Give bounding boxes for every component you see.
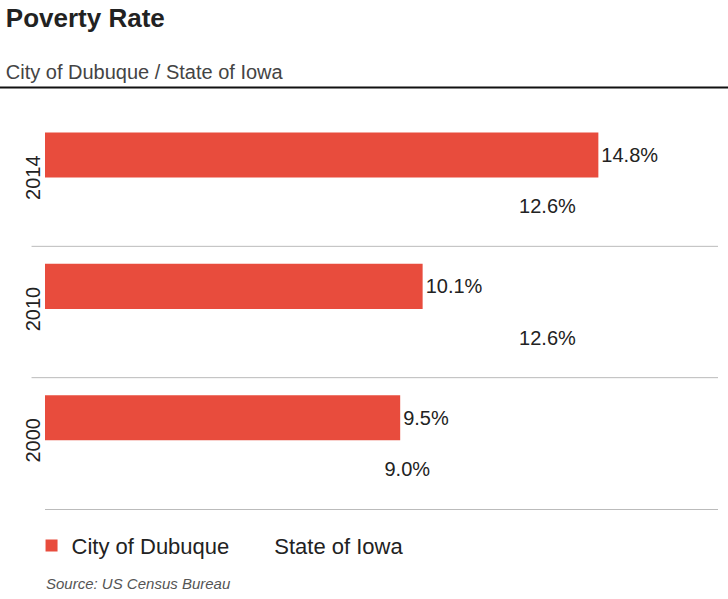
svg-text:10.1%: 10.1% [426,275,483,297]
svg-text:2000: 2000 [22,418,44,463]
svg-text:12.6%: 12.6% [519,327,576,349]
svg-text:Poverty Rate: Poverty Rate [6,3,165,33]
svg-text:9.0%: 9.0% [385,458,431,480]
svg-text:2010: 2010 [22,287,44,332]
svg-text:City of Dubuque: City of Dubuque [72,534,230,559]
svg-text:City of Dubuque / State of Iow: City of Dubuque / State of Iowa [6,61,284,83]
svg-text:2014: 2014 [22,155,44,200]
svg-text:State of Iowa: State of Iowa [274,534,403,559]
svg-text:9.5%: 9.5% [403,407,449,429]
svg-text:14.8%: 14.8% [601,144,658,166]
svg-text:Source: US Census Bureau: Source: US Census Bureau [46,575,231,592]
svg-text:12.6%: 12.6% [519,195,576,217]
